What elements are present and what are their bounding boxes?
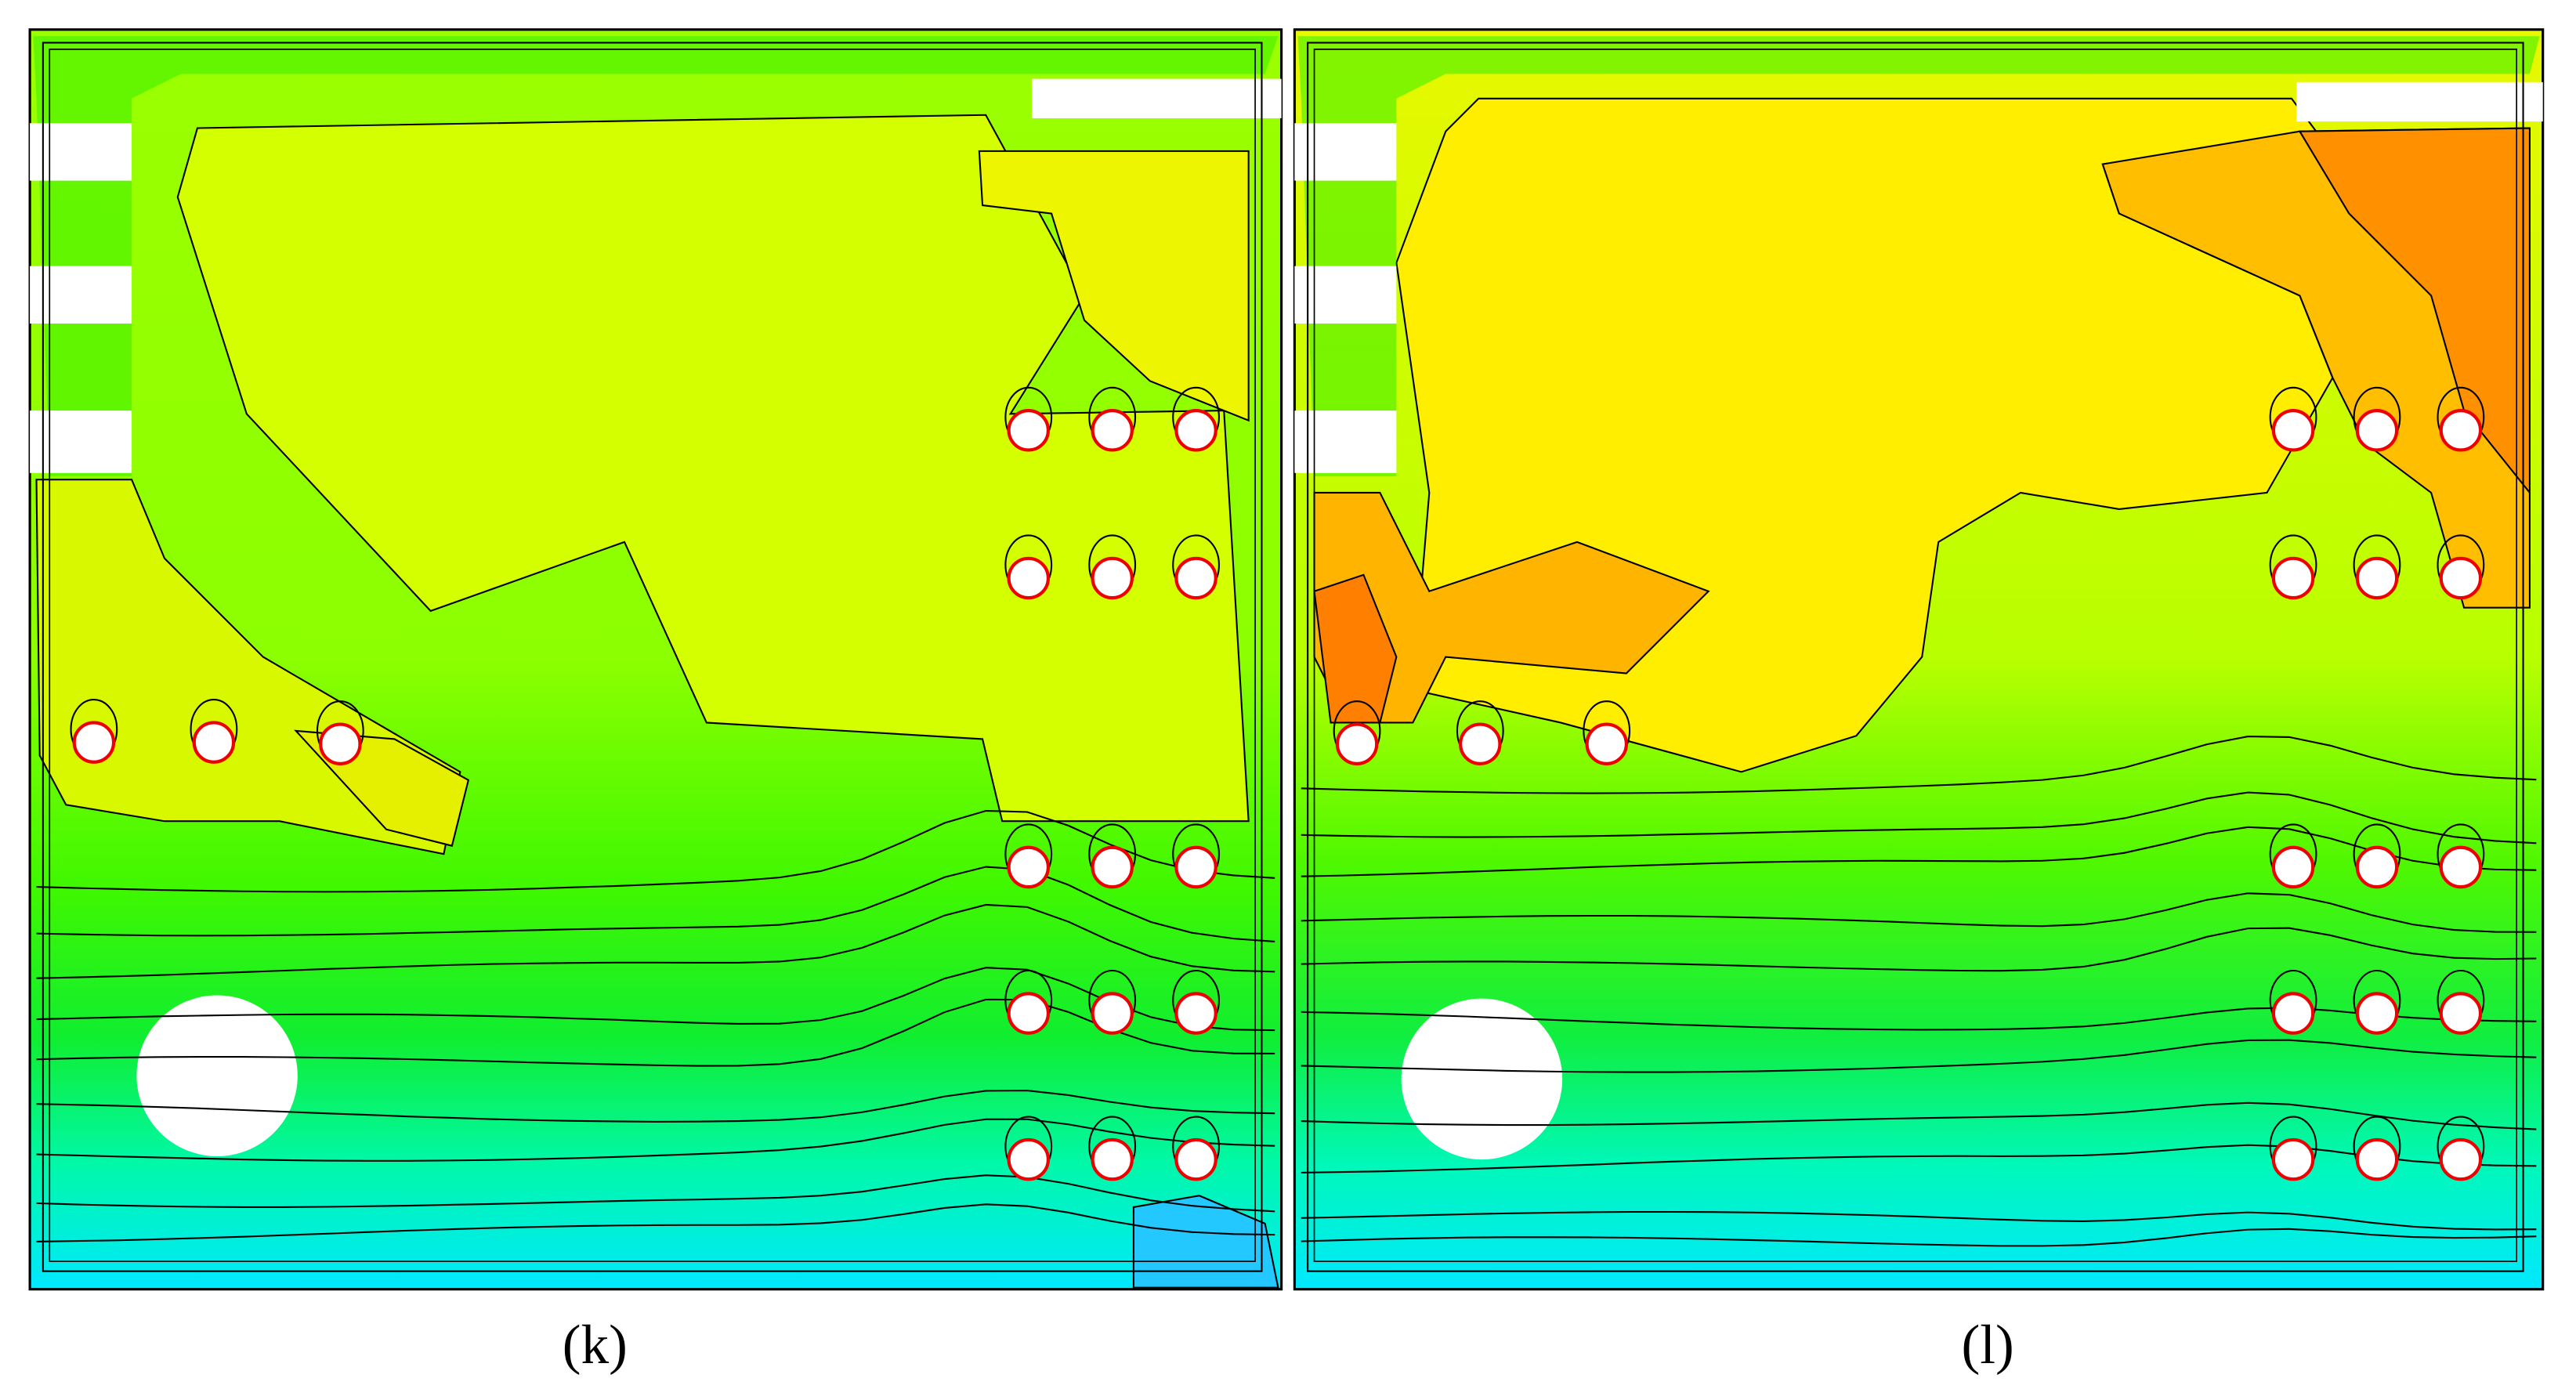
contour-line bbox=[42, 42, 1263, 1272]
contour-region bbox=[1132, 1195, 1279, 1289]
large-obstacle bbox=[1401, 998, 1563, 1160]
heat-source bbox=[1585, 722, 1628, 765]
heat-source bbox=[1007, 409, 1051, 452]
contour-line bbox=[1301, 1101, 2537, 1130]
contour-region bbox=[33, 36, 1279, 476]
contour-line bbox=[1301, 1144, 2537, 1174]
panel-label: (k) bbox=[563, 1314, 628, 1376]
contour-line bbox=[1301, 1007, 2537, 1031]
heat-source bbox=[1459, 722, 1502, 765]
contour-line bbox=[1301, 1210, 2537, 1231]
heat-source bbox=[1174, 556, 1217, 600]
contour-line bbox=[1301, 736, 2537, 794]
inlet bbox=[1294, 123, 1397, 181]
heat-source bbox=[1091, 992, 1134, 1035]
heat-sources bbox=[70, 386, 1220, 1181]
heat-source bbox=[2355, 992, 2399, 1035]
heat-source bbox=[1007, 556, 1051, 600]
heat-source bbox=[319, 722, 362, 765]
contour-line bbox=[36, 1203, 1275, 1242]
heat-sources bbox=[1333, 386, 2485, 1181]
contour-line bbox=[36, 903, 1275, 979]
heat-source bbox=[2439, 409, 2483, 452]
contour-line bbox=[1301, 892, 2537, 933]
heat-source bbox=[1091, 556, 1134, 600]
contour-line bbox=[36, 809, 1275, 893]
heat-source bbox=[2355, 1137, 2399, 1181]
contour-line bbox=[1301, 1228, 2537, 1247]
heat-source bbox=[1091, 409, 1134, 452]
contour-line bbox=[49, 49, 1256, 1262]
heat-source bbox=[2439, 845, 2483, 889]
heat-source bbox=[1335, 722, 1379, 765]
heat-source bbox=[1174, 409, 1217, 452]
contour-line bbox=[36, 866, 1275, 942]
heat-source bbox=[2355, 845, 2399, 889]
heat-source bbox=[2439, 1137, 2483, 1181]
inlet bbox=[30, 266, 132, 324]
heat-source bbox=[1174, 845, 1217, 889]
contour-line bbox=[36, 998, 1275, 1067]
contour-lines bbox=[1301, 42, 2537, 1272]
heat-source bbox=[72, 721, 116, 764]
heat-source bbox=[2271, 845, 2315, 889]
heat-source bbox=[1007, 1137, 1051, 1181]
contour-line bbox=[1301, 791, 2537, 844]
inlet bbox=[30, 410, 132, 473]
contour-line bbox=[36, 967, 1275, 1032]
inlet bbox=[1294, 266, 1397, 324]
inlet bbox=[1294, 410, 1397, 473]
heat-source bbox=[2271, 556, 2315, 600]
contour-line bbox=[36, 1174, 1275, 1213]
contour-line bbox=[1313, 49, 2517, 1262]
contour-region bbox=[1297, 36, 2540, 476]
heat-source bbox=[2355, 556, 2399, 600]
heat-source bbox=[2271, 409, 2315, 452]
heat-source bbox=[1091, 1137, 1134, 1181]
contour-line bbox=[1301, 927, 2537, 972]
heat-source bbox=[2439, 556, 2483, 600]
contour-line bbox=[1301, 1039, 2537, 1073]
heat-source bbox=[2271, 1137, 2315, 1181]
heat-source bbox=[2355, 409, 2399, 452]
contour-region bbox=[978, 150, 1250, 422]
heat-source bbox=[2439, 992, 2483, 1035]
contour-line bbox=[1301, 826, 2537, 877]
contour-line bbox=[36, 1118, 1275, 1162]
outlet bbox=[1031, 78, 1282, 118]
panel-k bbox=[28, 28, 1283, 1291]
heat-source bbox=[1007, 992, 1051, 1035]
heat-source bbox=[1007, 845, 1051, 889]
panel-l bbox=[1293, 28, 2545, 1291]
inlet bbox=[30, 123, 132, 181]
heat-source bbox=[2271, 992, 2315, 1035]
heat-source bbox=[1174, 1137, 1217, 1181]
heat-source bbox=[1091, 845, 1134, 889]
contour-region bbox=[1313, 573, 1398, 724]
contour-lines bbox=[36, 42, 1275, 1272]
heat-source bbox=[1174, 992, 1217, 1035]
outlet bbox=[2296, 81, 2543, 122]
contour-region bbox=[176, 114, 1250, 823]
contour-line bbox=[36, 1090, 1275, 1123]
contour-line bbox=[1307, 42, 2524, 1272]
heat-source bbox=[192, 721, 236, 764]
large-obstacle bbox=[136, 995, 298, 1156]
panel-label: (l) bbox=[1961, 1314, 2013, 1376]
